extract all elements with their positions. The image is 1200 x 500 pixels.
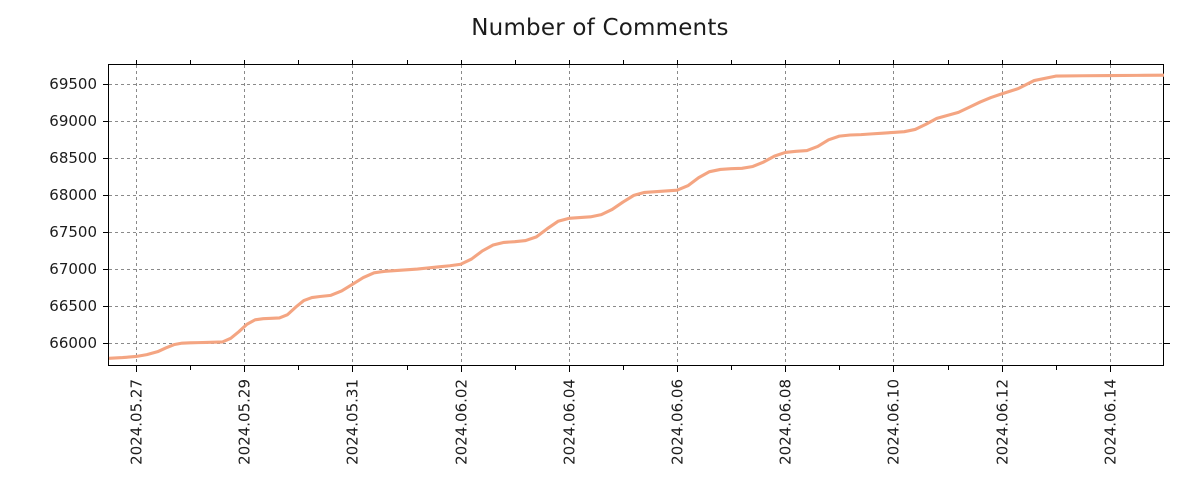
x-axis-tick-label: 2024.06.12	[994, 379, 1012, 465]
x-axis-tick-label: 2024.05.27	[128, 379, 146, 465]
x-axis-tick-label: 2024.06.06	[669, 379, 687, 465]
plot-axes-frame	[107, 63, 1165, 367]
x-axis-tick-label: 2024.06.14	[1102, 379, 1120, 465]
y-axis-tick-label: 66500	[49, 297, 97, 315]
x-axis-tick-label: 2024.05.31	[344, 379, 362, 465]
y-axis-tick-label: 69500	[49, 75, 97, 93]
x-axis-tick-label: 2024.06.04	[561, 379, 579, 465]
y-axis-tick-labels: 66000 66500 67000 67500 68000 68500 69000 69500	[49, 75, 97, 352]
x-axis-tick-label: 2024.05.29	[236, 379, 254, 465]
grid-lines	[109, 65, 1164, 365]
chart-title: Number of Comments	[471, 15, 729, 41]
y-axis-tick-label: 69000	[49, 112, 97, 130]
y-axis-tick-label: 67500	[49, 223, 97, 241]
y-axis-tick-label: 66000	[49, 334, 97, 352]
axis-tick-marks	[103, 60, 1170, 372]
x-axis-tick-labels: 2024.05.27 2024.05.29 2024.05.31 2024.06.02…	[128, 379, 1120, 465]
series-line-comments	[108, 73, 1165, 360]
x-axis-tick-label: 2024.06.08	[777, 379, 795, 465]
x-axis-tick-label: 2024.06.02	[453, 379, 471, 465]
y-axis-tick-label: 68500	[49, 149, 97, 167]
y-axis-tick-label: 67000	[49, 260, 97, 278]
data-series-lines	[108, 73, 1165, 360]
x-axis-tick-label: 2024.06.10	[885, 379, 903, 465]
y-axis-tick-label: 68000	[49, 186, 97, 204]
